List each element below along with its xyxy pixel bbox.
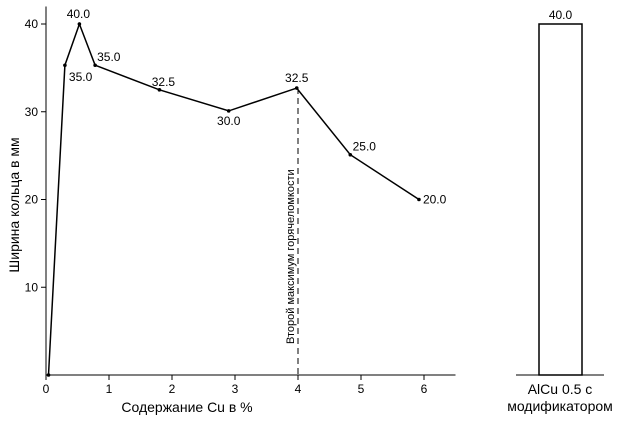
data-label: 32.5: [285, 71, 309, 85]
data-point: [63, 63, 67, 68]
data-label: 40.0: [67, 7, 91, 21]
data-point: [348, 152, 353, 157]
y-tick-label: 40: [25, 17, 39, 31]
x-tick-label: 6: [421, 382, 428, 396]
data-point: [294, 86, 299, 90]
data-point: [157, 88, 162, 92]
bar-category-label: AlCu 0.5 с модификатором: [507, 381, 613, 414]
data-point: [226, 109, 231, 113]
data-point: [417, 197, 421, 202]
annotation-text: Второй максимум горячеломкости: [285, 169, 297, 344]
y-tick-label: 30: [25, 105, 39, 119]
line-chart-panel: 0 1 2 3 4 5 6 10 20 30 40 Второй максимум горячелом…: [25, 6, 456, 396]
series-line: [47, 21, 420, 376]
data-point: [93, 63, 97, 68]
bar-category-line: модификатором: [507, 398, 613, 414]
data-label: 30.0: [217, 114, 241, 128]
bar-category-line: AlCu 0.5 с: [528, 381, 593, 397]
x-tick-label: 5: [358, 382, 365, 396]
data-label: 35.0: [69, 70, 93, 84]
data-label: 32.5: [152, 75, 176, 89]
data-label: 20.0: [423, 193, 447, 207]
bar: [538, 23, 583, 376]
bar-chart-panel: 40.0 AlCu 0.5 с модификатором: [507, 8, 613, 414]
data-label: 35.0: [97, 50, 121, 64]
x-tick-label: 3: [232, 382, 239, 396]
y-axis-label: Ширина кольца в мм: [6, 137, 22, 272]
y-tick-label: 20: [25, 193, 39, 207]
data-label: 25.0: [353, 140, 377, 154]
bar-value-label: 40.0: [549, 8, 573, 22]
data-point: [46, 373, 51, 377]
x-tick-label: 2: [169, 382, 176, 396]
x-tick-label: 4: [295, 382, 302, 396]
x-tick-label: 0: [43, 382, 50, 396]
x-axis-label: Содержание Cu в %: [121, 399, 252, 415]
x-tick-label: 1: [106, 382, 113, 396]
y-tick-label: 10: [25, 280, 39, 294]
data-point: [77, 22, 82, 26]
